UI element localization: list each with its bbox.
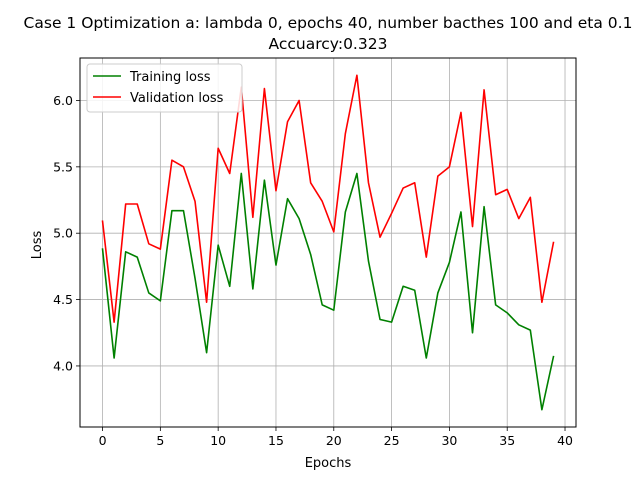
y-tick-label: 6.0 [53, 93, 73, 108]
x-tick-label: 40 [557, 433, 573, 448]
legend-box [86, 63, 243, 113]
y-axis-label: Loss [30, 231, 45, 260]
x-tick-label: 30 [441, 433, 457, 448]
legend-label-validation: Validation loss [130, 91, 224, 106]
x-tick-label: 35 [499, 433, 515, 448]
training-loss-line [101, 172, 555, 411]
y-tick-label: 4.5 [53, 292, 73, 307]
series-lines [101, 74, 555, 411]
y-tick-label: 5.0 [53, 226, 73, 241]
x-tick-label: 5 [156, 433, 164, 448]
validation-loss-line [101, 74, 555, 323]
grid-lines [80, 58, 576, 427]
axis-ticks: 0 5 10 15 20 25 30 35 40 4.0 4.5 5.0 5.5 6.0 [53, 93, 573, 448]
y-tick-label: 5.5 [53, 159, 73, 174]
y-tick-label: 4.0 [53, 358, 73, 373]
legend-label-training: Training loss [129, 70, 211, 85]
x-axis-label: Epochs [305, 456, 352, 471]
x-tick-label: 20 [326, 433, 342, 448]
plot-area [79, 57, 577, 428]
legend: Training loss Validation loss [86, 63, 243, 113]
x-tick-label: 0 [99, 433, 107, 448]
chart-subtitle: Accuarcy:0.323 [269, 35, 388, 53]
x-tick-label: 10 [210, 433, 226, 448]
chart-title: Case 1 Optimization a: lambda 0, epochs … [24, 14, 633, 32]
x-tick-label: 25 [384, 433, 400, 448]
x-tick-label: 15 [268, 433, 284, 448]
